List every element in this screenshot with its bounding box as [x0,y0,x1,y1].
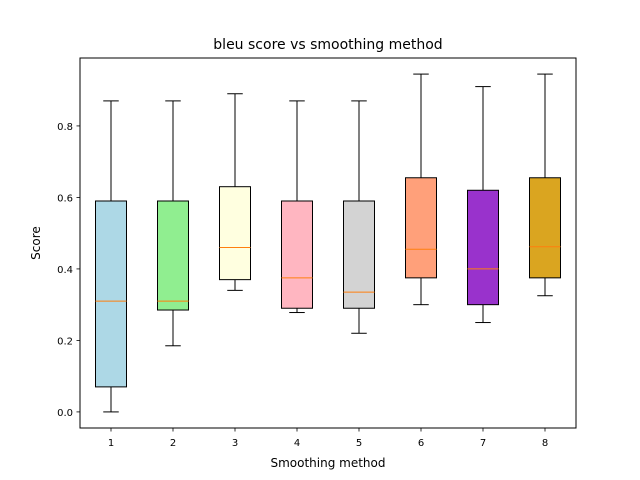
plot-marks: 0.0 0.2 0.4 0.6 0.8 1 2 3 4 5 6 7 8 [57,73,561,449]
x-tick-label-7: 8 [542,438,548,449]
box-4 [281,200,313,309]
plot-area-frame [79,57,577,429]
y-tick-label-3: 0.6 [57,193,73,204]
x-axis-label: Smoothing method [270,456,385,470]
chart-title: bleu score vs smoothing method [213,37,442,53]
y-tick-label-4: 0.8 [57,122,73,133]
x-tick-label-5: 6 [418,438,424,449]
box-5 [343,200,375,309]
y-axis-label: Score [29,226,43,260]
x-tick-label-2: 3 [232,438,238,449]
box-1 [95,200,127,388]
x-tick-label-0: 1 [108,438,114,449]
box-3 [219,186,251,281]
box-8 [529,177,561,279]
y-tick-label-0: 0.0 [57,408,73,419]
x-tick-label-1: 2 [170,438,176,449]
box-7 [467,189,499,306]
x-tick-label-6: 7 [480,438,486,449]
y-tick-label-2: 0.4 [57,265,73,276]
x-tick-label-4: 5 [356,438,362,449]
box-2 [157,200,189,311]
y-tick-label-1: 0.2 [57,336,73,347]
x-tick-label-3: 4 [294,438,300,449]
box-6 [405,177,437,279]
